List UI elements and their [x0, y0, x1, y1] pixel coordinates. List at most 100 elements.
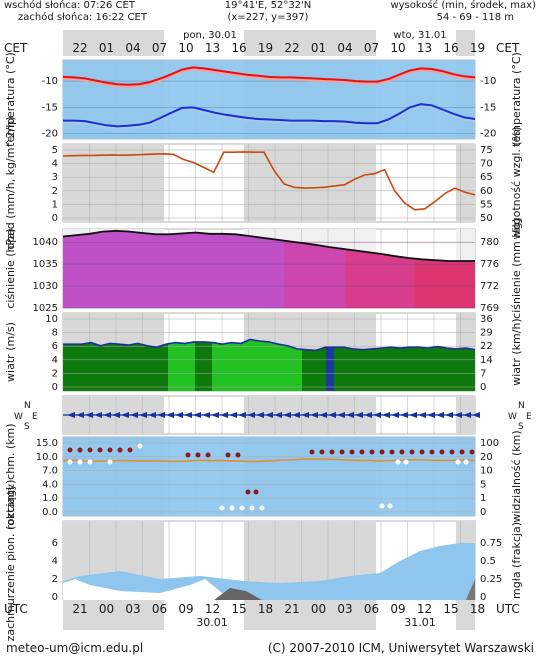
ytick-right: 65: [480, 172, 493, 183]
footer-copyright: (C) 2007-2010 ICM, Uniwersytet Warszawsk…: [268, 641, 534, 655]
wind-arrow: [283, 412, 291, 418]
sunset-text: zachód słońca: 16:22 CET: [18, 11, 148, 23]
ytick-left: 4.0: [42, 479, 58, 490]
ytick-right: 0: [480, 592, 486, 603]
cloud-base-dot: [97, 447, 103, 453]
dewpoint-shadow: [63, 104, 476, 130]
wind-arrow: [427, 412, 435, 418]
wind-arrow: [67, 412, 75, 418]
ytick-left: -15: [42, 102, 58, 113]
ylabel-right: widzialność (km): [510, 430, 523, 522]
top-hour-label: 10: [390, 41, 405, 55]
night-band: [456, 144, 475, 222]
wind-arrow: [121, 412, 129, 418]
pressure-fill: [284, 240, 345, 308]
pressure-panel: 1040 1035 1030 1025 780 776 772 769 ciśnienie (h…: [4, 218, 523, 319]
top-hour-label: 10: [178, 41, 193, 55]
cloud-base-dot: [349, 449, 355, 455]
top-hour-label: 22: [284, 41, 299, 55]
compass-e: E: [32, 412, 38, 422]
top-hour-label: 13: [417, 41, 432, 55]
grid-text: (x=227, y=397): [228, 12, 309, 23]
bottom-hour-label: 18: [258, 602, 273, 616]
ytick-right: 14: [480, 355, 493, 366]
cloud-base-dot: [319, 449, 325, 455]
compass-n: N: [24, 401, 31, 411]
wind-arrow: [247, 412, 255, 418]
ylabel-left: rozciągł. chm. (km): [4, 423, 17, 529]
wind-arrow: [463, 412, 471, 418]
ytick-left: 2: [52, 574, 58, 585]
ytick-left: 4: [52, 355, 58, 366]
ylabel-right: mgła (frakcja): [510, 522, 523, 599]
visibility-dot: [229, 505, 235, 511]
ytick-right: 769: [480, 303, 499, 314]
bottom-hour-label: 09: [178, 602, 193, 616]
day1-daylight-band: [164, 30, 244, 56]
day1-daylight-band-bottom: [164, 600, 244, 630]
wind-arrow: [400, 412, 408, 418]
ytick-left: 0: [52, 213, 58, 224]
bottom-hour-label: 00: [311, 602, 326, 616]
cloud-base-dot: [339, 449, 345, 455]
cloud-base-dot: [77, 447, 83, 453]
bottom-hour-label: 21: [284, 602, 299, 616]
wind-arrow: [310, 412, 318, 418]
cloud-base-dot: [359, 449, 365, 455]
cloud-base-dot: [369, 449, 375, 455]
ytick-left: 7.0: [42, 466, 58, 477]
calm-band: [326, 339, 334, 391]
wind-arrow: [301, 412, 309, 418]
cloud-base-dot: [469, 449, 475, 455]
cloud-cover-fill: [63, 543, 475, 600]
top-hour-label: 01: [99, 41, 114, 55]
ytick-right: 780: [480, 237, 499, 248]
wind-arrow: [391, 412, 399, 418]
ytick-left: 2: [52, 368, 58, 379]
ytick-left: 2: [52, 186, 58, 197]
top-time-axis: pon, 30.01 wto, 31.01 CET CET 22 01 04 07 10…: [4, 30, 520, 56]
precipitation-humidity-panel: 5 4 3 2 1 0 75 70 65 60 55 50 opad (mm/h, kg/m^2/h) w…: [4, 116, 523, 249]
ytick-right: 1: [480, 493, 486, 504]
cloud-base-dot: [429, 449, 435, 455]
ytick-right: 20: [480, 452, 493, 463]
top-hour-label: 16: [443, 41, 458, 55]
wind-arrow: [220, 412, 228, 418]
wind-arrow: [472, 412, 480, 418]
ytick-left: 6: [52, 341, 58, 352]
cloud-base-dot: [439, 449, 445, 455]
footer-email[interactable]: meteo-um@icm.edu.pl: [6, 641, 143, 655]
ytick-right: 0.25: [480, 574, 502, 585]
low-cloud-fill: [214, 588, 262, 600]
height-label: wysokość (min, środek, max): [390, 0, 536, 11]
wind-arrow: [193, 412, 201, 418]
wind-arrow: [274, 412, 282, 418]
dewpoint-line: [63, 103, 476, 128]
ylabel-right: wiatr (km/h): [510, 318, 523, 385]
ytick-right: 75: [480, 145, 493, 156]
ylabel-left: wiatr (m/s): [4, 322, 17, 382]
cloud-base-dot: [253, 489, 259, 495]
cloud-base-dot: [87, 447, 93, 453]
wind-arrow: [436, 412, 444, 418]
wind-arrow: [94, 412, 102, 418]
fog-fill: [63, 579, 230, 600]
wind-arrow: [418, 412, 426, 418]
temperature-shadow: [62, 67, 476, 88]
day2-daylight-band: [376, 30, 456, 56]
ylabel-right: wilgotność wzgl. (%): [510, 127, 523, 240]
pressure-fill: [415, 258, 475, 308]
cloud-base-dot: [225, 452, 231, 458]
gust-band: [212, 339, 302, 391]
compass-s: S: [518, 422, 524, 432]
top-hour-label: 16: [231, 41, 246, 55]
date2-label: 31.01: [404, 616, 436, 629]
cloud-base-dot: [245, 489, 251, 495]
cloud-base-visibility-panel: 15.010.07.04.01.00.01002010510rozciągł. …: [4, 423, 523, 529]
ytick-left: 4: [52, 556, 58, 567]
wind-arrow: [166, 412, 174, 418]
wind-arrow: [76, 412, 84, 418]
compass-n: N: [518, 401, 525, 411]
